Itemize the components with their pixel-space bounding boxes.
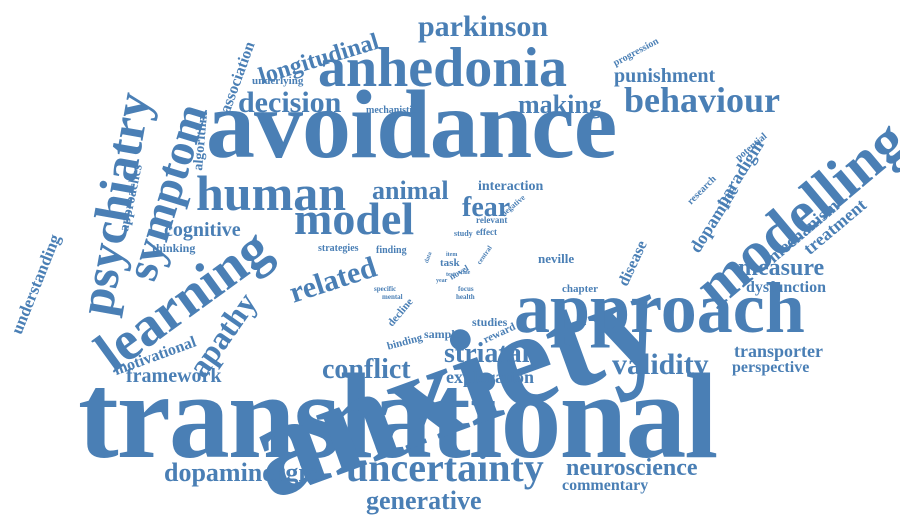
word-exploration: exploration: [446, 368, 534, 386]
word-parkinson: parkinson: [418, 12, 548, 42]
word-behaviour: behaviour: [624, 82, 780, 118]
word-study: study: [454, 230, 473, 238]
word-thinking: thinking: [152, 242, 195, 254]
word-focus: focus: [458, 286, 474, 293]
word-punishment: punishment: [614, 66, 715, 86]
word-related: related: [286, 252, 380, 308]
word-year: year: [436, 278, 447, 284]
word-mechanistic: mechanistic: [366, 106, 417, 116]
word-item: item: [446, 252, 457, 258]
word-chapter: chapter: [562, 284, 598, 295]
word-cognitive: cognitive: [164, 220, 241, 240]
word-understanding: understanding: [8, 232, 63, 336]
word-dysfunction: dysfunction: [746, 280, 826, 296]
word-strategies: strategies: [318, 244, 359, 254]
word-relevant: relevant: [476, 216, 507, 225]
word-conflict: conflict: [322, 356, 411, 384]
word-test: test: [446, 272, 455, 278]
word-generative: generative: [366, 488, 482, 514]
word-health: health: [456, 294, 475, 301]
word-animal: animal: [372, 178, 449, 204]
word-dopaminergic: dopaminergic: [164, 460, 317, 486]
word-scale: scale: [458, 270, 470, 276]
word-specific: specific: [374, 286, 396, 293]
word-effect: effect: [476, 228, 497, 237]
word-finding: finding: [376, 246, 407, 256]
word-uncertainty: uncertainty: [346, 448, 544, 488]
word-underlying: underlying: [252, 76, 303, 87]
word-decision: decision: [238, 88, 341, 118]
word-validity: validity: [612, 350, 709, 380]
word-perspective: perspective: [732, 360, 809, 376]
word-data: data: [424, 251, 434, 264]
word-neville: neville: [538, 252, 574, 265]
word-interaction: interaction: [478, 180, 543, 194]
word-central: central: [476, 245, 494, 266]
word-commentary: commentary: [562, 478, 648, 494]
word-sample: sample: [424, 328, 460, 340]
word-transporter: transporter: [734, 342, 823, 360]
word-making: making: [518, 92, 602, 118]
word-mental: mental: [382, 294, 403, 301]
word-progression: progression: [612, 37, 661, 69]
